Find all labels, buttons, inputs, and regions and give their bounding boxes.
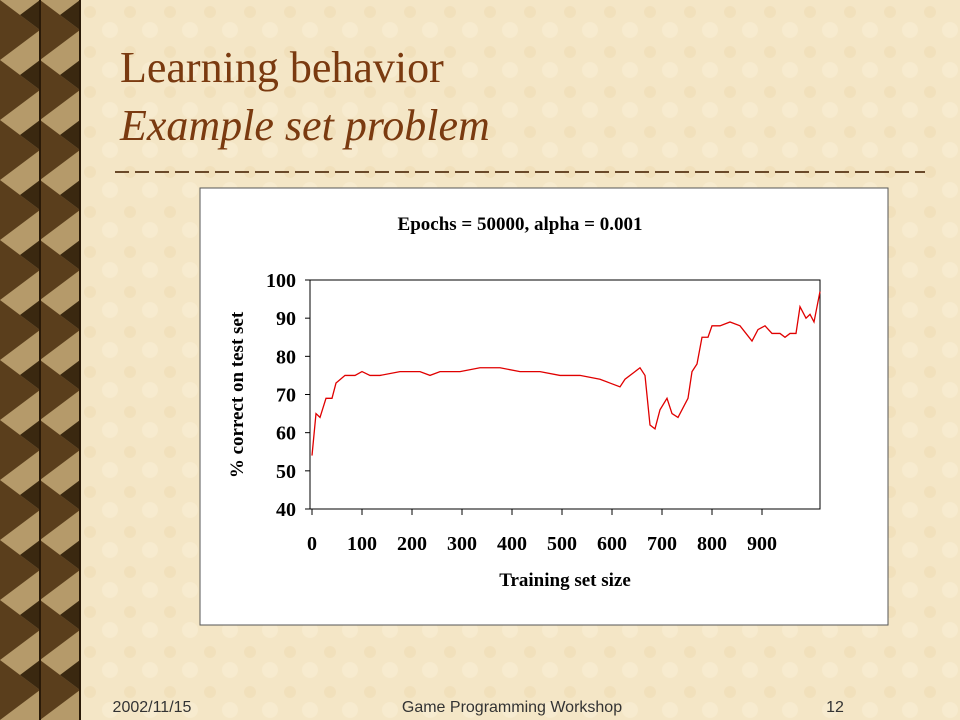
slide-subtitle: Example set problem <box>119 101 490 150</box>
chart-area <box>199 187 889 626</box>
y-tick-label: 40 <box>276 499 296 521</box>
x-tick-label: 100 <box>347 533 377 555</box>
y-tick-label: 80 <box>276 346 296 368</box>
y-tick-label: 90 <box>276 308 296 330</box>
y-tick-label: 60 <box>276 423 296 445</box>
x-tick-label: 300 <box>447 533 477 555</box>
footer-page: 12 <box>826 699 844 716</box>
x-tick-label: 700 <box>647 533 677 555</box>
x-tick-label: 200 <box>397 533 427 555</box>
footer-date: 2002/11/15 <box>113 699 192 716</box>
footer-text: Game Programming Workshop <box>402 699 622 716</box>
slide-title: Learning behavior <box>120 43 444 92</box>
x-tick-label: 0 <box>307 533 317 555</box>
y-tick-label: 50 <box>276 461 296 483</box>
y-tick-label: 100 <box>266 270 296 292</box>
x-tick-label: 600 <box>597 533 627 555</box>
data-line <box>311 291 821 456</box>
x-tick-label: 400 <box>497 533 527 555</box>
chart-title: Epochs = 50000, alpha = 0.001 <box>398 214 643 235</box>
y-axis-label: % correct on test set <box>227 311 248 478</box>
x-axis-label: Training set size <box>499 570 631 591</box>
x-tick-label: 500 <box>547 533 577 555</box>
x-tick-label: 800 <box>697 533 727 555</box>
y-tick-label: 70 <box>276 385 296 407</box>
x-tick-label: 900 <box>747 533 777 555</box>
